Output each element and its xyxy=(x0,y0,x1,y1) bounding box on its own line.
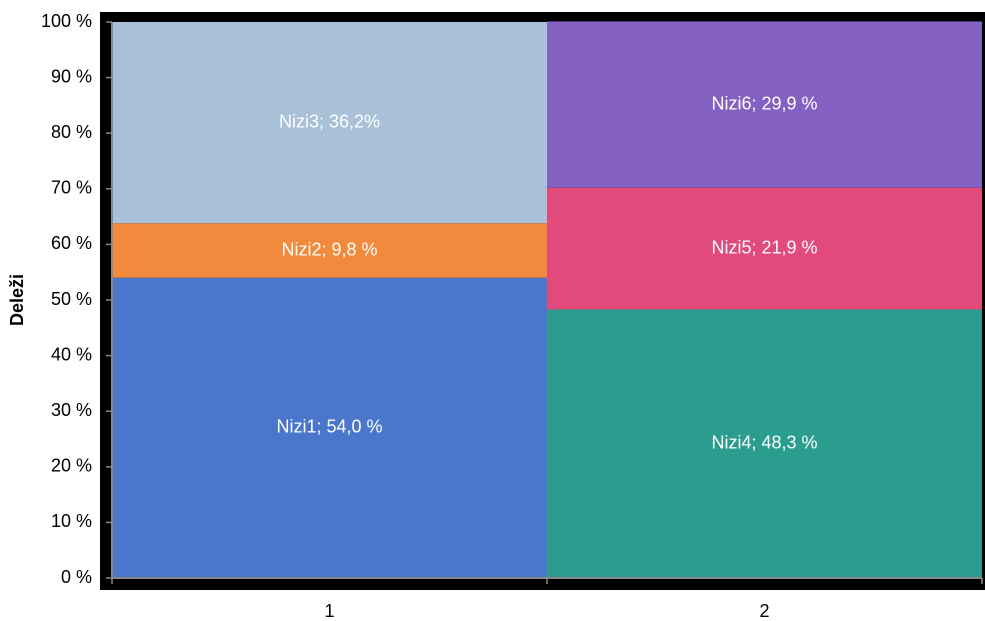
bar-segment xyxy=(547,21,982,188)
data-label: Nizi6; 29,9 % xyxy=(711,93,817,113)
bar-segment xyxy=(112,22,547,224)
y-tick-label: 80 % xyxy=(51,122,92,142)
y-tick-label: 60 % xyxy=(51,233,92,253)
data-label: Nizi5; 21,9 % xyxy=(711,237,817,257)
y-tick-label: 90 % xyxy=(51,66,92,86)
bar-segment xyxy=(547,309,982,578)
y-tick-label: 20 % xyxy=(51,456,92,476)
y-tick-label: 50 % xyxy=(51,289,92,309)
data-label: Nizi3; 36,2% xyxy=(279,111,380,131)
data-label: Nizi1; 54,0 % xyxy=(276,417,382,437)
y-tick-label: 40 % xyxy=(51,344,92,364)
y-tick-label: 0 % xyxy=(61,567,92,587)
bar-segment xyxy=(547,187,982,310)
y-axis-label: Deleži xyxy=(7,274,27,326)
data-label: Nizi2; 9,8 % xyxy=(281,239,377,259)
y-tick-label: 100 % xyxy=(41,11,92,31)
y-tick-label: 10 % xyxy=(51,511,92,531)
data-label: Nizi4; 48,3 % xyxy=(711,432,817,452)
bar-segment xyxy=(112,277,547,578)
bar-segment xyxy=(112,223,547,278)
y-tick-label: 70 % xyxy=(51,178,92,198)
x-tick-label: 1 xyxy=(324,601,334,621)
y-tick-label: 30 % xyxy=(51,400,92,420)
x-tick-label: 2 xyxy=(759,601,769,621)
